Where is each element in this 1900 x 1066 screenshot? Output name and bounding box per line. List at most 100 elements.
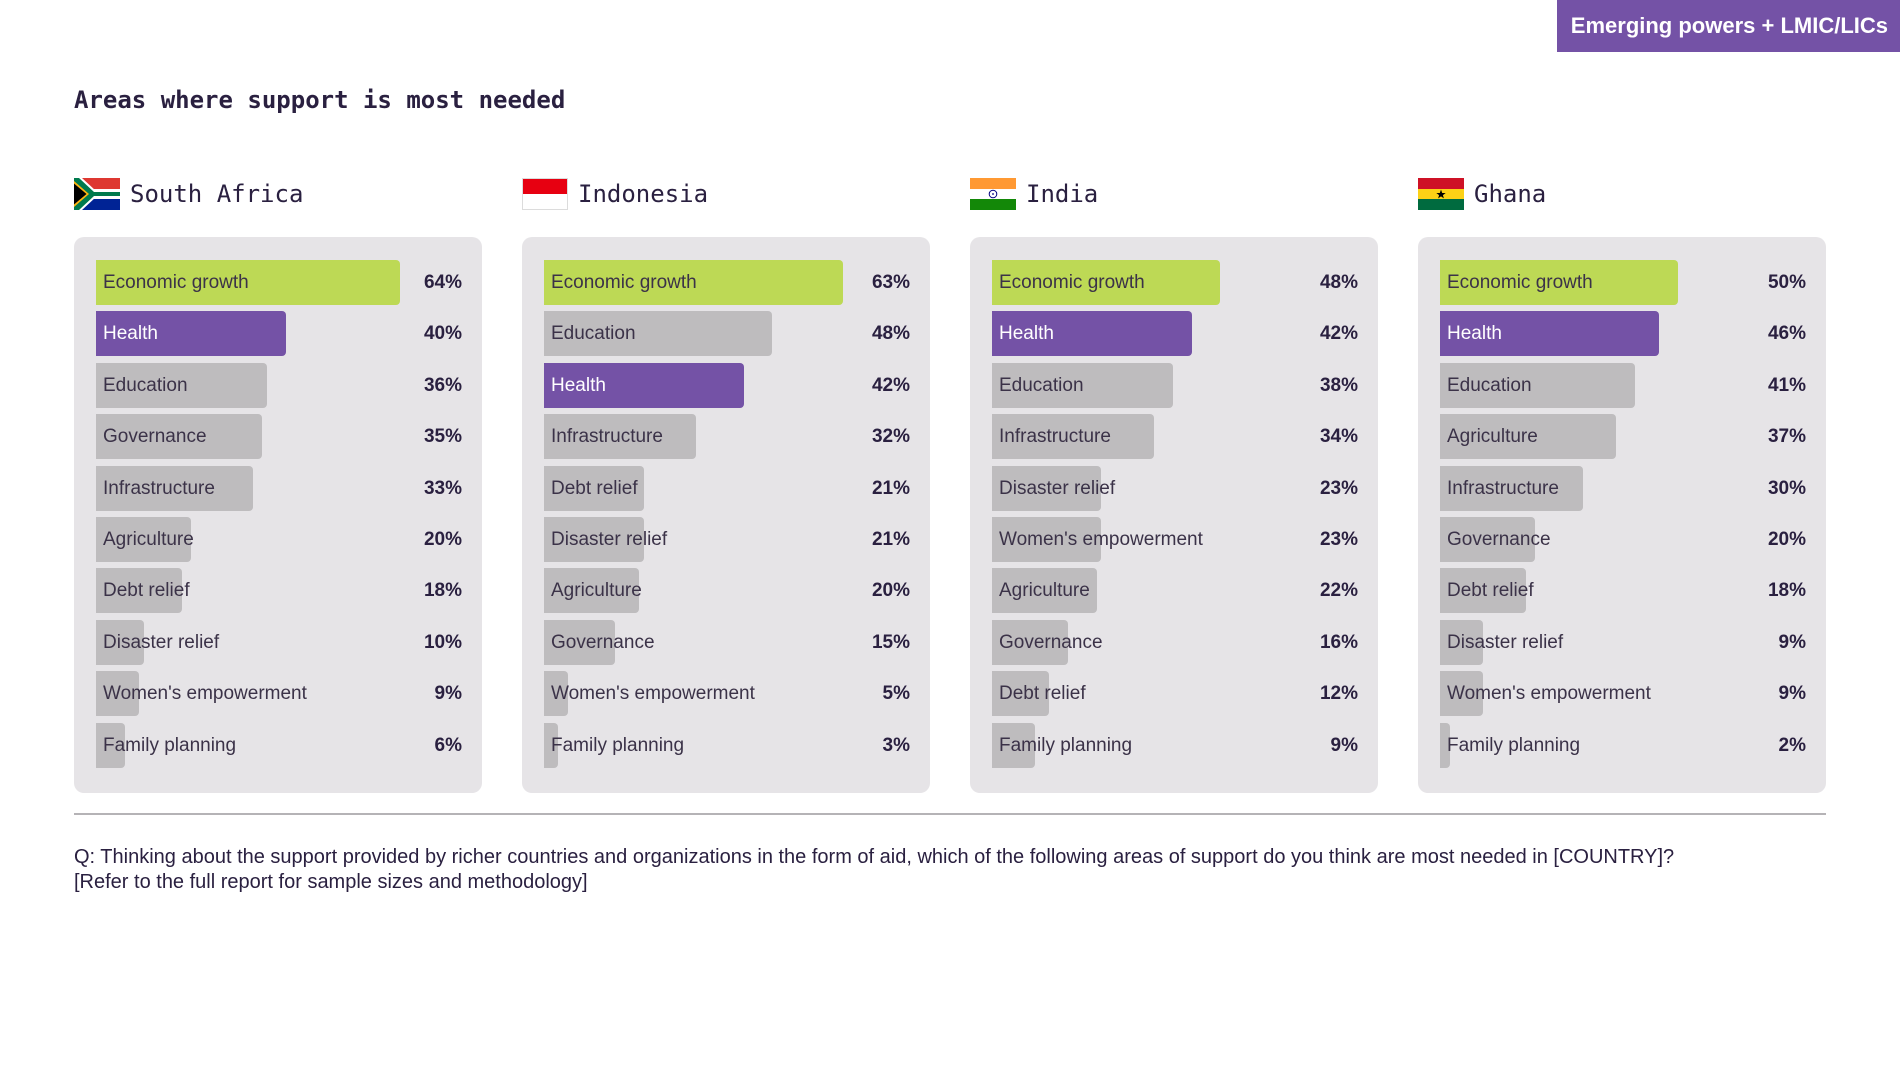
bar-row-health: Health 40% xyxy=(96,311,462,357)
bar-economic-growth xyxy=(96,260,400,305)
bar-economic-growth xyxy=(544,260,844,305)
bar-value-label: 33% xyxy=(423,477,462,499)
bar-value-label: 6% xyxy=(434,734,462,756)
bar-value-label: 37% xyxy=(1767,426,1806,448)
bar-row-economic-growth: Economic growth 63% xyxy=(544,260,910,305)
bar-value-label: 38% xyxy=(1319,374,1358,396)
bar-women-s-empowerment xyxy=(544,671,568,717)
bar-women-s-empowerment xyxy=(992,517,1102,562)
divider xyxy=(74,813,1826,815)
bar-row-education: Education 36% xyxy=(96,362,462,408)
bar-health xyxy=(544,362,744,408)
bar-row-governance: Governance 35% xyxy=(96,414,462,460)
bar-value-label: 42% xyxy=(871,374,910,396)
bar-agriculture xyxy=(992,568,1097,614)
bar-value-label: 18% xyxy=(423,580,462,602)
bar-value-label: 36% xyxy=(423,374,462,396)
bar-label: Health xyxy=(999,323,1054,345)
bar-education xyxy=(992,362,1173,408)
bar-label: Governance xyxy=(551,631,655,653)
bar-label: Infrastructure xyxy=(103,477,215,499)
bar-label: Education xyxy=(551,323,636,345)
bar-row-agriculture: Agriculture 37% xyxy=(1440,414,1806,460)
ghana-flag-icon xyxy=(1418,178,1464,210)
bar-row-economic-growth: Economic growth 64% xyxy=(96,260,462,305)
bar-women-s-empowerment xyxy=(1440,671,1483,717)
bar-label: Agriculture xyxy=(1447,426,1538,448)
bar-row-women-s-empowerment: Women's empowerment 9% xyxy=(1440,671,1806,717)
bar-label: Disaster relief xyxy=(551,529,668,550)
bar-value-label: 3% xyxy=(882,734,910,756)
bar-row-education: Education 41% xyxy=(1440,362,1806,408)
bar-family-planning xyxy=(992,722,1035,768)
bar-agriculture xyxy=(1440,414,1616,460)
bar-row-debt-relief: Debt relief 18% xyxy=(96,568,462,614)
bar-row-governance: Governance 16% xyxy=(992,619,1358,665)
bar-value-label: 2% xyxy=(1778,734,1806,756)
bar-label: Economic growth xyxy=(1447,272,1593,293)
bar-label: Family planning xyxy=(999,734,1133,756)
bar-value-label: 10% xyxy=(423,631,462,653)
bar-row-infrastructure: Infrastructure 33% xyxy=(96,465,462,511)
bar-value-label: 48% xyxy=(1319,272,1358,293)
bar-label: Disaster relief xyxy=(999,477,1116,499)
bar-row-health: Health 42% xyxy=(544,362,910,408)
bar-label: Debt relief xyxy=(1447,580,1534,602)
bar-economic-growth xyxy=(1440,260,1678,305)
bar-debt-relief xyxy=(96,568,182,614)
bar-label: Economic growth xyxy=(551,272,697,293)
bar-label: Health xyxy=(1447,323,1502,345)
bar-row-infrastructure: Infrastructure 30% xyxy=(1440,465,1806,511)
bar-label: Debt relief xyxy=(103,580,190,602)
bar-education xyxy=(96,362,267,408)
bar-value-label: 15% xyxy=(871,631,910,653)
bar-label: Education xyxy=(103,374,188,396)
south-africa-flag-icon xyxy=(74,178,120,210)
bar-row-family-planning: Family planning 3% xyxy=(544,722,910,768)
bar-label: Women's empowerment xyxy=(999,529,1203,550)
bar-label: Governance xyxy=(999,631,1103,653)
bar-disaster-relief xyxy=(544,517,644,562)
bar-label: Governance xyxy=(1447,529,1551,550)
bar-value-label: 22% xyxy=(1319,580,1358,602)
bar-row-debt-relief: Debt relief 21% xyxy=(544,465,910,511)
bar-row-governance: Governance 15% xyxy=(544,619,910,665)
bar-value-label: 20% xyxy=(1767,529,1806,550)
bar-row-education: Education 48% xyxy=(544,311,910,357)
bar-disaster-relief xyxy=(992,465,1102,511)
footnote-note: [Refer to the full report for sample siz… xyxy=(74,871,588,893)
bar-value-label: 23% xyxy=(1319,529,1358,550)
bar-infrastructure xyxy=(96,465,253,511)
bar-label: Agriculture xyxy=(103,529,194,550)
bar-economic-growth xyxy=(992,260,1220,305)
bar-agriculture xyxy=(544,568,639,614)
footnote-question: Q: Thinking about the support provided b… xyxy=(74,846,1675,868)
bar-row-women-s-empowerment: Women's empowerment 9% xyxy=(96,671,462,717)
bar-label: Family planning xyxy=(1447,734,1581,756)
bar-label: Education xyxy=(999,374,1084,396)
bar-value-label: 9% xyxy=(1330,734,1358,756)
bar-row-women-s-empowerment: Women's empowerment 23% xyxy=(992,517,1358,562)
bar-row-agriculture: Agriculture 20% xyxy=(96,517,462,562)
bar-label: Health xyxy=(103,323,158,345)
bar-row-debt-relief: Debt relief 18% xyxy=(1440,568,1806,614)
footnote: Q: Thinking about the support provided b… xyxy=(74,845,1854,895)
bar-governance xyxy=(992,619,1068,665)
bar-row-family-planning: Family planning 6% xyxy=(96,722,462,768)
bar-debt-relief xyxy=(1440,568,1526,614)
bar-value-label: 23% xyxy=(1319,477,1358,499)
bar-value-label: 64% xyxy=(423,272,462,293)
chart-panel-indonesia: Economic growth 63% Education 48% Health 42% I… xyxy=(522,237,930,793)
country-name: Indonesia xyxy=(578,180,709,208)
bar-row-health: Health 46% xyxy=(1440,311,1806,357)
bar-row-disaster-relief: Disaster relief 10% xyxy=(96,619,462,665)
bar-value-label: 21% xyxy=(871,477,910,499)
country-name: Ghana xyxy=(1474,180,1547,208)
bar-family-planning xyxy=(96,722,125,768)
bar-value-label: 9% xyxy=(434,683,462,705)
bar-label: Economic growth xyxy=(103,272,249,293)
bar-label: Infrastructure xyxy=(551,426,663,448)
bar-label: Disaster relief xyxy=(1447,631,1564,653)
country-header-india: India xyxy=(970,178,1098,210)
bar-value-label: 16% xyxy=(1319,631,1358,653)
